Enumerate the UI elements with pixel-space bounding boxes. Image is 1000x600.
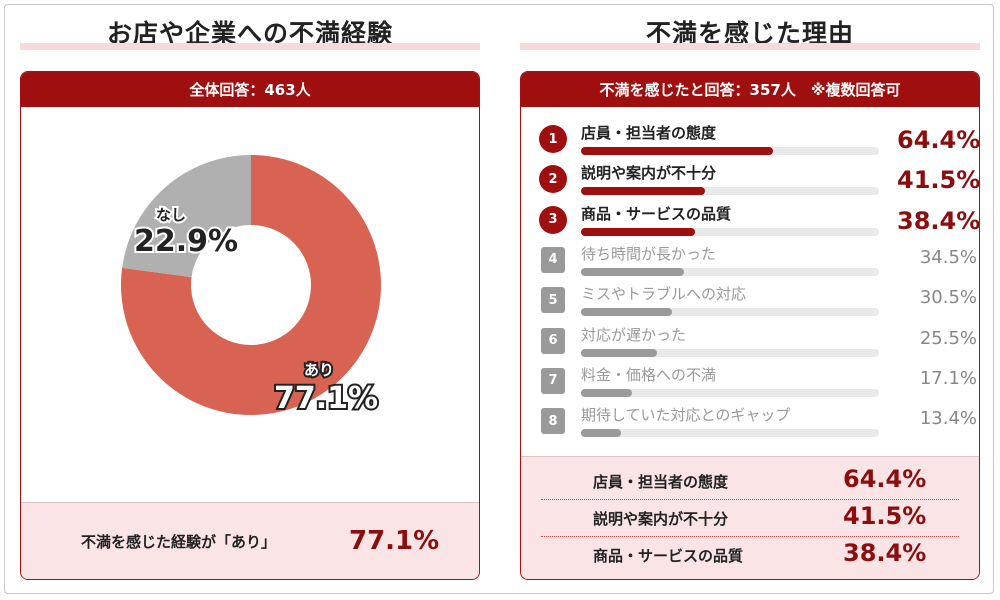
- rank-row: 2 説明や案内が不十分 41.5%: [539, 162, 979, 200]
- rank-bar: [581, 429, 621, 438]
- summary-row: 店員・担当者の態度 64.4%: [541, 463, 959, 500]
- rank-label: 料金・価格への不満: [581, 365, 717, 384]
- rank-value: 64.4%: [897, 126, 980, 154]
- rank-label: 対応が遅かった: [581, 325, 687, 344]
- rank-value: 17.1%: [919, 367, 977, 389]
- ranking-list: 1 店員・担当者の態度 64.4% 2 説明や案内が不十分 41.5% 3 商品・サービスの品…: [521, 72, 979, 452]
- rank-row: 1 店員・担当者の態度 64.4%: [539, 122, 979, 160]
- rank-badge: 3: [539, 205, 567, 234]
- right-panel: 不満を感じたと回答：357人 ※複数回答可 1 店員・担当者の態度 64.4% 2 説明…: [520, 71, 980, 580]
- summary-label: 説明や案内が不十分: [593, 510, 729, 528]
- rank-badge: 8: [541, 408, 565, 435]
- rank-bar: [581, 308, 672, 317]
- rank-label: 商品・サービスの品質: [581, 204, 732, 223]
- rank-row: 6 対応が遅かった 25.5%: [539, 324, 977, 362]
- left-footer: 不満を感じた経験が「あり」 77.1%: [21, 502, 479, 579]
- donut-value-ari: 77.1%: [274, 381, 378, 416]
- rank-row: 4 待ち時間が長かった 34.5%: [539, 243, 977, 281]
- rank-badge: 2: [539, 165, 567, 194]
- donut-label-ari: あり: [304, 361, 334, 379]
- left-footer-label: 不満を感じた経験が「あり」: [81, 532, 277, 551]
- summary-label: 店員・担当者の態度: [593, 473, 729, 491]
- rank-bar-track: [581, 267, 879, 276]
- right-title-underline: [520, 43, 980, 50]
- donut-slice-ari: [121, 155, 381, 415]
- rank-bar: [581, 187, 705, 196]
- rank-bar: [581, 227, 696, 236]
- summary-label: 商品・サービスの品質: [593, 547, 744, 565]
- outer-frame: [4, 4, 994, 594]
- donut-label-nashi: なし: [156, 206, 186, 224]
- rank-label: 期待していた対応とのギャップ: [581, 406, 791, 425]
- rank-badge: 1: [539, 125, 567, 153]
- rank-badge: 6: [541, 327, 565, 354]
- donut-slice-nashi: [122, 155, 251, 278]
- rank-badge: 7: [541, 367, 565, 394]
- rank-label: 説明や案内が不十分: [581, 164, 717, 183]
- left-title-underline: [20, 43, 480, 50]
- rank-bar: [581, 147, 773, 155]
- summary-value: 41.5%: [843, 502, 927, 530]
- rank-bar-track: [581, 429, 879, 438]
- left-footer-value: 77.1%: [349, 526, 440, 556]
- rank-value: 13.4%: [919, 408, 977, 430]
- summary-box: 店員・担当者の態度 64.4% 説明や案内が不十分 41.5% 商品・サービスの…: [521, 456, 979, 579]
- right-panel-header: 不満を感じたと回答：357人 ※複数回答可: [521, 72, 979, 107]
- rank-bar: [581, 388, 632, 397]
- rank-value: 34.5%: [919, 246, 977, 268]
- rank-label: 店員・担当者の態度: [581, 124, 717, 142]
- rank-bar-track: [581, 227, 879, 236]
- rank-bar-track: [581, 147, 879, 155]
- summary-value: 38.4%: [843, 539, 927, 567]
- rank-row: 3 商品・サービスの品質 38.4%: [539, 203, 979, 241]
- rank-value: 38.4%: [897, 206, 980, 235]
- rank-badge: 5: [541, 287, 565, 314]
- donut-value-nashi: 22.9%: [134, 224, 238, 259]
- summary-row: 説明や案内が不十分 41.5%: [541, 500, 959, 537]
- rank-bar: [581, 348, 657, 357]
- rank-value: 41.5%: [897, 166, 980, 195]
- rank-row: 7 料金・価格への不満 17.1%: [539, 364, 977, 402]
- rank-label: ミスやトラブルへの対応: [581, 285, 747, 304]
- rank-bar-track: [581, 308, 879, 317]
- summary-row: 商品・サービスの品質 38.4%: [541, 537, 959, 573]
- summary-value: 64.4%: [843, 465, 927, 493]
- left-panel-header: 全体回答：463人: [21, 72, 479, 107]
- rank-bar-track: [581, 348, 879, 357]
- rank-row: 5 ミスやトラブルへの対応 30.5%: [539, 283, 977, 321]
- rank-bar-track: [581, 187, 879, 196]
- rank-badge: 4: [541, 246, 565, 273]
- rank-value: 25.5%: [919, 327, 977, 349]
- rank-bar-track: [581, 388, 879, 397]
- rank-row: 8 期待していた対応とのギャップ 13.4%: [539, 404, 977, 442]
- rank-label: 待ち時間が長かった: [581, 244, 717, 263]
- rank-value: 30.5%: [919, 287, 977, 309]
- left-panel: 全体回答：463人 あり 77.1% なし 22.9% 不満を感じた経験が「あり」 7…: [20, 71, 480, 580]
- rank-bar: [581, 267, 684, 276]
